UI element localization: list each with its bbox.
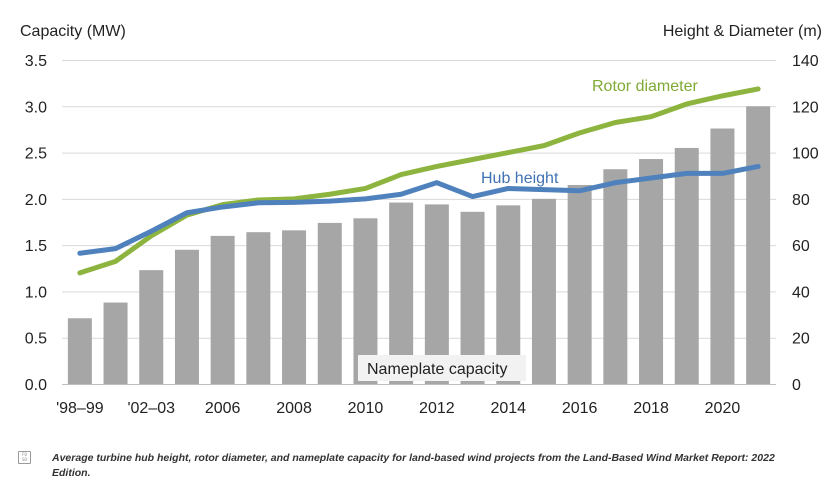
annotation-nameplate-bg bbox=[358, 355, 526, 381]
capacity-bars bbox=[67, 106, 771, 385]
annotation-hub-height: Hub height bbox=[481, 170, 559, 187]
left-tick-label: 2.5 bbox=[25, 146, 47, 163]
x-tick-label: 2006 bbox=[205, 400, 241, 417]
capacity-bar bbox=[531, 198, 556, 384]
capacity-bar bbox=[67, 318, 92, 384]
left-axis-ticks: 0.0 0.5 1.0 1.5 2.0 2.5 3.0 3.5 bbox=[25, 53, 47, 394]
right-tick-label: 100 bbox=[792, 146, 819, 163]
right-axis-ticks: 0 20 40 60 80 100 120 140 bbox=[792, 53, 819, 394]
right-tick-label: 60 bbox=[792, 238, 810, 255]
capacity-bar bbox=[424, 204, 449, 384]
left-tick-label: 2.0 bbox=[25, 192, 47, 209]
series-lines bbox=[77, 86, 761, 276]
figure-caption: Average turbine hub height, rotor diamet… bbox=[52, 452, 775, 479]
x-tick-label: 2014 bbox=[490, 400, 526, 417]
capacity-bar bbox=[139, 270, 164, 384]
x-tick-label: '02–03 bbox=[127, 400, 175, 417]
capacity-bar bbox=[674, 147, 699, 384]
x-tick-label: 2018 bbox=[633, 400, 669, 417]
x-tick-label: 2020 bbox=[705, 400, 741, 417]
left-tick-label: 3.0 bbox=[25, 99, 47, 116]
capacity-bar bbox=[746, 106, 771, 385]
capacity-bar bbox=[246, 232, 271, 384]
left-axis-label: Capacity (MW) bbox=[20, 23, 126, 40]
right-axis-label: Height & Diameter (m) bbox=[663, 23, 822, 40]
left-tick-label: 1.5 bbox=[25, 238, 47, 255]
right-tick-label: 120 bbox=[792, 99, 819, 116]
capacity-bar bbox=[496, 205, 521, 384]
capacity-bar bbox=[567, 184, 592, 384]
x-tick-label: 2016 bbox=[562, 400, 598, 417]
x-tick-label: 2008 bbox=[276, 400, 312, 417]
left-tick-label: 3.5 bbox=[25, 53, 47, 70]
x-tick-label: 2012 bbox=[419, 400, 455, 417]
right-tick-label: 140 bbox=[792, 53, 819, 70]
capacity-bar bbox=[389, 202, 414, 384]
capacity-bar bbox=[174, 249, 199, 384]
capacity-bar bbox=[317, 222, 342, 384]
x-axis-ticks: '98–99 '02–03 2006 2008 2010 2012 2014 2016 2018… bbox=[56, 400, 740, 417]
x-tick-label: 2010 bbox=[348, 400, 384, 417]
right-tick-label: 20 bbox=[792, 331, 810, 348]
capacity-bar bbox=[603, 169, 628, 384]
annotation-rotor-diameter: Rotor diameter bbox=[592, 78, 698, 95]
image-credit-icon-text: FO SO bbox=[22, 452, 27, 462]
capacity-bar bbox=[282, 230, 307, 384]
capacity-bar bbox=[210, 235, 235, 384]
capacity-bar bbox=[710, 128, 735, 384]
x-tick-label: '98–99 bbox=[56, 400, 104, 417]
gridlines bbox=[62, 60, 776, 339]
right-tick-label: 80 bbox=[792, 192, 810, 209]
right-tick-label: 40 bbox=[792, 284, 810, 301]
annotation-nameplate-capacity: Nameplate capacity bbox=[367, 361, 508, 378]
left-tick-label: 1.0 bbox=[25, 284, 47, 301]
chart: 0.0 0.5 1.0 1.5 2.0 2.5 3.0 3.5 0 20 40 60 80 100 120… bbox=[20, 23, 822, 417]
left-tick-label: 0.5 bbox=[25, 331, 47, 348]
image-credit-icon: FO SO bbox=[18, 451, 31, 464]
capacity-bar bbox=[639, 159, 664, 384]
left-tick-label: 0.0 bbox=[25, 377, 47, 394]
right-tick-label: 0 bbox=[792, 377, 801, 394]
hub-height-line bbox=[77, 163, 761, 256]
capacity-bar bbox=[103, 302, 128, 384]
